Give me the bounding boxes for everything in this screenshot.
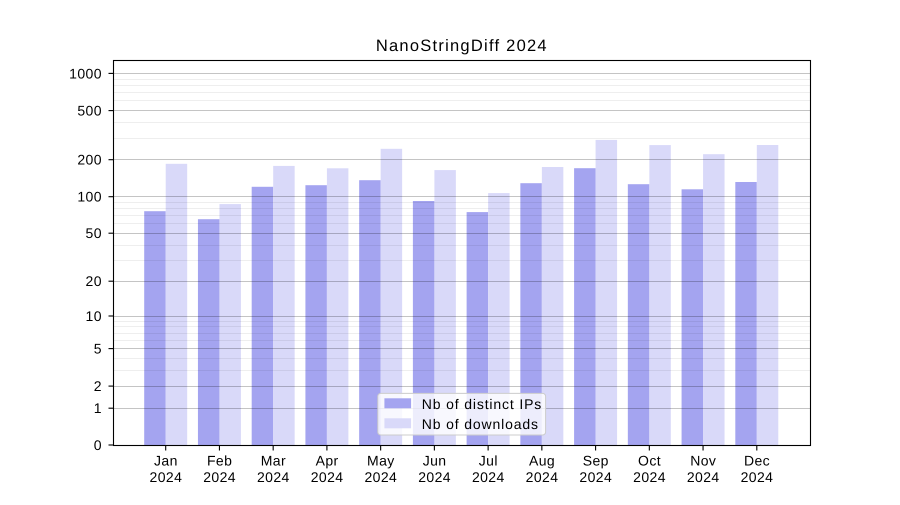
svg-text:1: 1: [94, 400, 102, 416]
svg-text:50: 50: [86, 225, 102, 241]
svg-text:2024: 2024: [418, 469, 451, 485]
svg-text:Jul: Jul: [479, 453, 498, 469]
svg-text:Oct: Oct: [638, 453, 661, 469]
svg-text:2024: 2024: [579, 469, 612, 485]
svg-text:Jun: Jun: [423, 453, 447, 469]
svg-text:20: 20: [86, 273, 102, 289]
svg-text:5: 5: [94, 341, 102, 357]
svg-text:Dec: Dec: [744, 453, 770, 469]
svg-text:NanoStringDiff 2024: NanoStringDiff 2024: [376, 37, 548, 55]
svg-text:Nb of downloads: Nb of downloads: [422, 416, 539, 432]
svg-text:2024: 2024: [257, 469, 290, 485]
svg-text:2024: 2024: [526, 469, 559, 485]
svg-text:Mar: Mar: [261, 453, 286, 469]
svg-text:Feb: Feb: [207, 453, 232, 469]
svg-text:2024: 2024: [633, 469, 666, 485]
svg-text:Nb of distinct IPs: Nb of distinct IPs: [422, 396, 542, 412]
svg-text:Aug: Aug: [529, 453, 555, 469]
svg-text:2024: 2024: [150, 469, 183, 485]
svg-text:2024: 2024: [687, 469, 720, 485]
svg-text:2024: 2024: [311, 469, 344, 485]
svg-text:2024: 2024: [364, 469, 397, 485]
svg-text:Jan: Jan: [154, 453, 178, 469]
svg-text:100: 100: [77, 189, 102, 205]
svg-text:2: 2: [94, 378, 102, 394]
svg-text:200: 200: [77, 152, 102, 168]
svg-text:Sep: Sep: [583, 453, 609, 469]
svg-text:1000: 1000: [69, 65, 102, 81]
svg-text:500: 500: [77, 103, 102, 119]
svg-text:2024: 2024: [203, 469, 236, 485]
svg-text:Apr: Apr: [316, 453, 339, 469]
svg-text:2024: 2024: [472, 469, 505, 485]
svg-text:Nov: Nov: [690, 453, 716, 469]
svg-text:May: May: [367, 453, 395, 469]
svg-text:0: 0: [94, 437, 102, 453]
svg-text:2024: 2024: [741, 469, 774, 485]
svg-text:10: 10: [86, 308, 102, 324]
